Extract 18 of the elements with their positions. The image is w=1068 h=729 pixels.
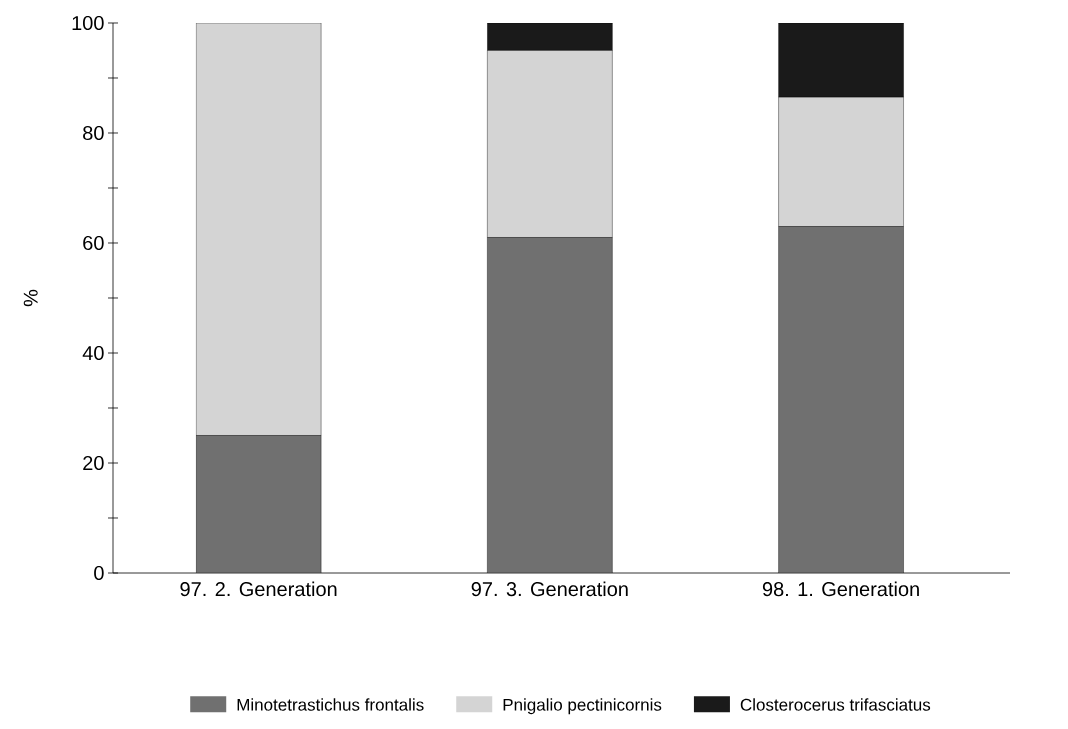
bar	[778, 23, 904, 98]
y-tick-label: 60	[83, 235, 104, 251]
legend-label: Pnigalio pectinicornis	[503, 698, 662, 715]
y-tick-label: 40	[82, 345, 104, 361]
bar	[195, 23, 322, 436]
x-tick-label: 97. 2. Generation	[180, 581, 337, 597]
x-tick-label: 97. 3. Generation	[471, 581, 628, 597]
bar	[778, 97, 904, 227]
y-tick-label: 0	[94, 565, 104, 581]
legend-label: Closterocerus trifasciatus	[740, 698, 931, 711]
bar	[487, 50, 613, 238]
x-tick-label: 98. 1. Generation	[762, 581, 919, 597]
y-axis-title: %	[23, 289, 38, 307]
y-tick-label: 20	[83, 455, 104, 471]
legend-label: Minotetrastichus frontalis	[237, 698, 424, 711]
y-tick-label: 100	[72, 15, 104, 31]
bar	[487, 23, 613, 51]
y-tick-label: 80	[83, 125, 104, 141]
